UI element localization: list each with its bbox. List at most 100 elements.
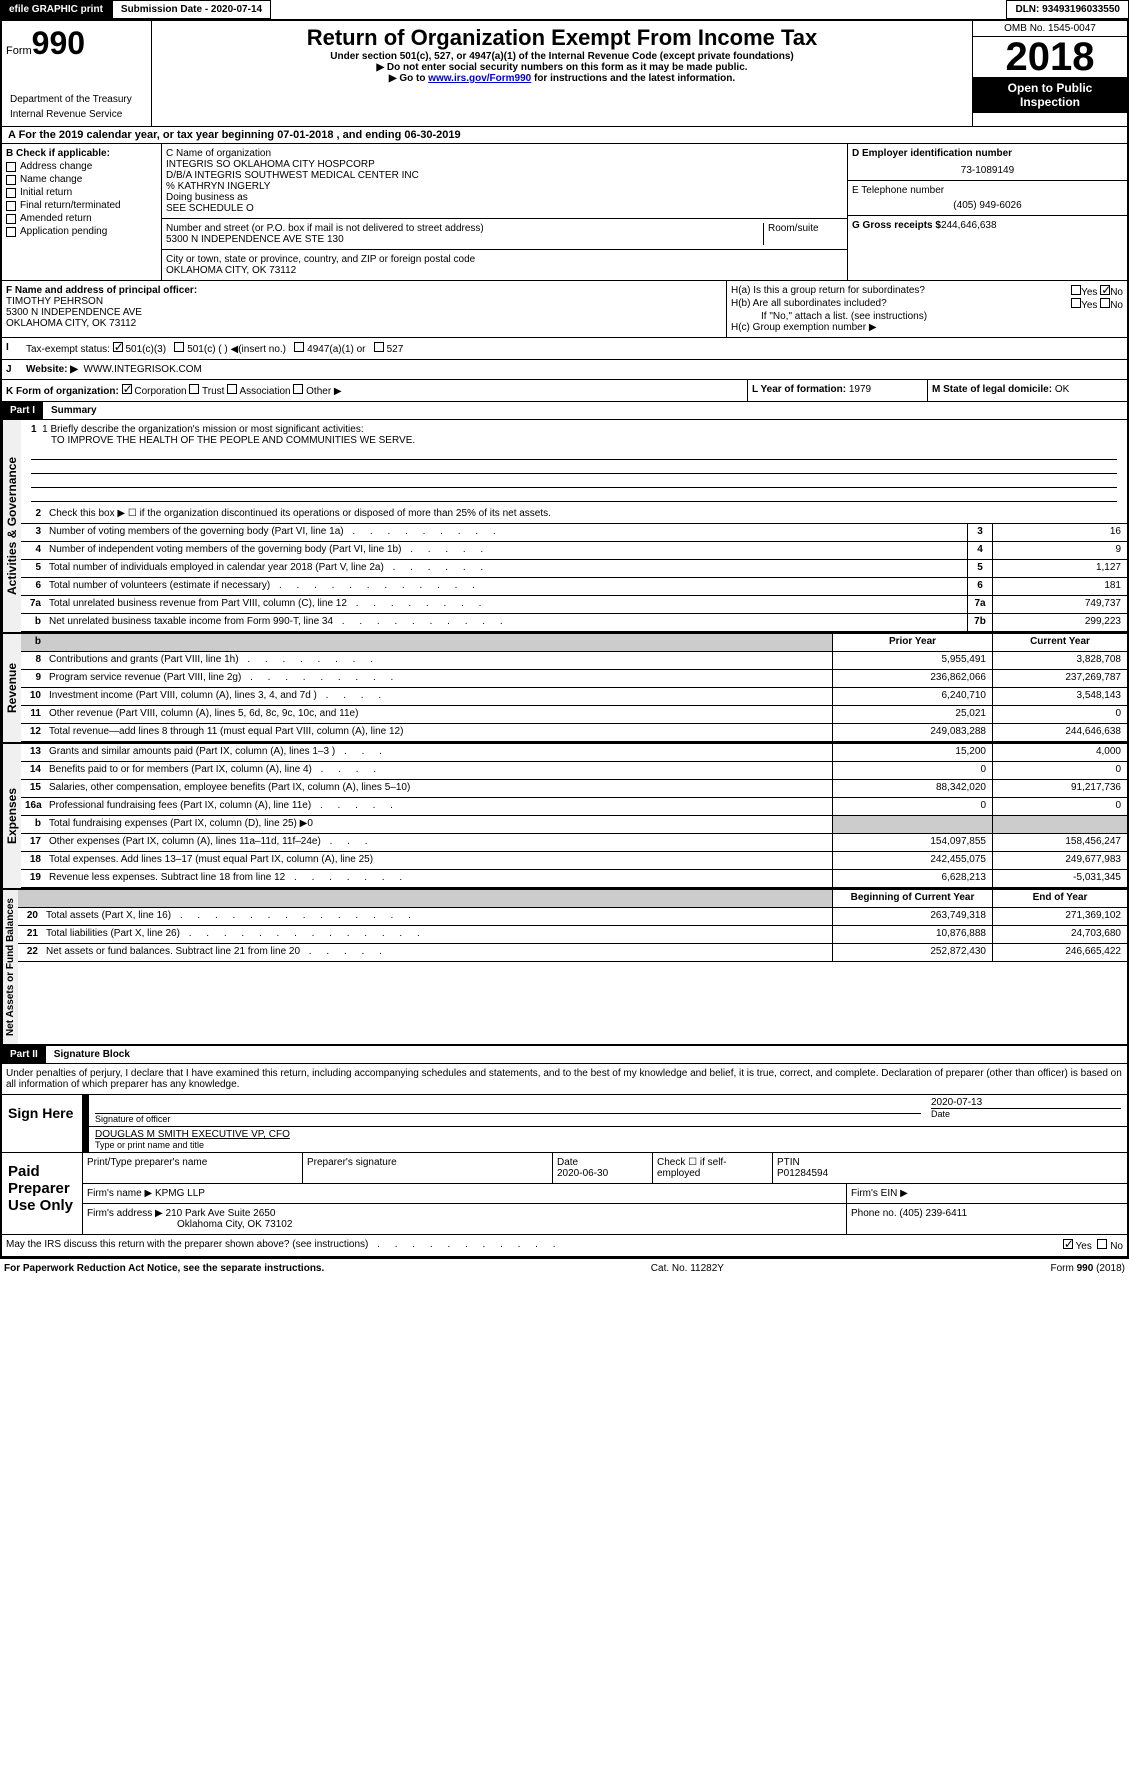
chk-4947[interactable] — [294, 342, 304, 352]
mission-text: TO IMPROVE THE HEALTH OF THE PEOPLE AND … — [31, 435, 1117, 446]
addr-label: Number and street (or P.O. box if mail i… — [166, 223, 763, 234]
line-17: Other expenses (Part IX, column (A), lin… — [45, 834, 832, 851]
chk-amended[interactable]: Amended return — [6, 213, 157, 224]
gov-label: Activities & Governance — [2, 420, 21, 632]
chk-corp[interactable] — [122, 384, 132, 394]
line-4: Number of independent voting members of … — [45, 542, 967, 559]
header-bar: efile GRAPHIC print Submission Date - 20… — [0, 0, 1129, 19]
dept-irs: Internal Revenue Service — [6, 107, 147, 122]
ha-yesno[interactable]: Yes No — [1071, 285, 1123, 298]
cat-no: Cat. No. 11282Y — [651, 1263, 724, 1274]
line-22: Net assets or fund balances. Subtract li… — [42, 944, 832, 961]
chk-501c3[interactable] — [113, 342, 123, 352]
addr: 5300 N INDEPENDENCE AVE STE 130 — [166, 234, 763, 245]
mission-label: 1 1 Briefly describe the organization's … — [31, 424, 1117, 435]
line-16a: Professional fundraising fees (Part IX, … — [45, 798, 832, 815]
chk-assoc[interactable] — [227, 384, 237, 394]
expenses-section: Expenses 13Grants and similar amounts pa… — [2, 744, 1127, 890]
hc-label: H(c) Group exemption number ▶ — [731, 322, 1123, 333]
end-year-hdr: End of Year — [992, 890, 1127, 907]
footer: For Paperwork Reduction Act Notice, see … — [0, 1259, 1129, 1278]
chk-name[interactable]: Name change — [6, 174, 157, 185]
line-21: Total liabilities (Part X, line 26) . . … — [42, 926, 832, 943]
title-row: Form990 Department of the Treasury Inter… — [2, 21, 1127, 127]
chk-trust[interactable] — [189, 384, 199, 394]
begin-year-hdr: Beginning of Current Year — [832, 890, 992, 907]
chk-address[interactable]: Address change — [6, 161, 157, 172]
f-label: F Name and address of principal officer: — [6, 285, 722, 296]
officer-printed: DOUGLAS M SMITH EXECUTIVE VP, CFO — [95, 1129, 1121, 1140]
revenue-section: Revenue bPrior YearCurrent Year 8Contrib… — [2, 634, 1127, 744]
main-title: Return of Organization Exempt From Incom… — [156, 25, 968, 51]
rev-label: Revenue — [2, 634, 21, 742]
submission-date: Submission Date - 2020-07-14 — [112, 0, 271, 19]
line-14: Benefits paid to or for members (Part IX… — [45, 762, 832, 779]
current-year-hdr: Current Year — [992, 634, 1127, 651]
paid-preparer: Paid Preparer Use Only Print/Type prepar… — [2, 1153, 1127, 1235]
line-12: Total revenue—add lines 8 through 11 (mu… — [45, 724, 832, 741]
org-name: INTEGRIS SO OKLAHOMA CITY HOSPCORP — [166, 159, 843, 170]
subtitle-3: ▶ Go to www.irs.gov/Form990 for instruct… — [156, 73, 968, 84]
officer-city: OKLAHOMA CITY, OK 73112 — [6, 318, 722, 329]
dln: DLN: 93493196033550 — [1006, 0, 1129, 19]
perjury-text: Under penalties of perjury, I declare th… — [2, 1064, 1127, 1095]
line-7b: Net unrelated business taxable income fr… — [45, 614, 967, 631]
line-a: A For the 2019 calendar year, or tax yea… — [2, 127, 1127, 144]
chk-other[interactable] — [293, 384, 303, 394]
tax-year: 2018 — [973, 37, 1127, 77]
ha-label: H(a) Is this a group return for subordin… — [731, 285, 925, 298]
subtitle-2: ▶ Do not enter social security numbers o… — [156, 62, 968, 73]
dba-val: SEE SCHEDULE O — [166, 203, 843, 214]
chk-pending[interactable]: Application pending — [6, 226, 157, 237]
line-9: Program service revenue (Part VIII, line… — [45, 670, 832, 687]
line-20: Total assets (Part X, line 16) . . . . .… — [42, 908, 832, 925]
line-6: Total number of volunteers (estimate if … — [45, 578, 967, 595]
section-b-to-g: B Check if applicable: Address change Na… — [2, 144, 1127, 281]
c-label: C Name of organization — [166, 148, 843, 159]
line-16b: Total fundraising expenses (Part IX, col… — [45, 816, 832, 833]
chk-501c[interactable] — [174, 342, 184, 352]
dept-treasury: Department of the Treasury — [6, 92, 147, 107]
line-10: Investment income (Part VIII, column (A)… — [45, 688, 832, 705]
line-8: Contributions and grants (Part VIII, lin… — [45, 652, 832, 669]
e-label: E Telephone number — [852, 185, 1123, 196]
hb-yesno[interactable]: Yes No — [1071, 298, 1123, 311]
sig-date: 2020-07-13 — [931, 1097, 1121, 1108]
sig-officer-label: Signature of officer — [95, 1113, 921, 1124]
section-k-l-m: K Form of organization: Corporation Trus… — [2, 380, 1127, 402]
net-label: Net Assets or Fund Balances — [2, 890, 18, 1044]
governance-section: Activities & Governance 1 1 Briefly desc… — [2, 420, 1127, 634]
paperwork-notice: For Paperwork Reduction Act Notice, see … — [4, 1263, 324, 1274]
org-dba: D/B/A INTEGRIS SOUTHWEST MEDICAL CENTER … — [166, 170, 843, 181]
line-11: Other revenue (Part VIII, column (A), li… — [45, 706, 832, 723]
netassets-section: Net Assets or Fund Balances Beginning of… — [2, 890, 1127, 1046]
officer-addr: 5300 N INDEPENDENCE AVE — [6, 307, 722, 318]
org-care: % KATHRYN INGERLY — [166, 181, 843, 192]
g-receipts: G Gross receipts $244,646,638 — [848, 216, 1127, 235]
dba-label: Doing business as — [166, 192, 843, 203]
prior-year-hdr: Prior Year — [832, 634, 992, 651]
city-label: City or town, state or province, country… — [166, 254, 843, 265]
sig-date-label: Date — [931, 1108, 1121, 1119]
irs-link[interactable]: www.irs.gov/Form990 — [428, 73, 531, 84]
discuss-row: May the IRS discuss this return with the… — [2, 1235, 1127, 1257]
hb-label: H(b) Are all subordinates included? — [731, 298, 887, 311]
chk-527[interactable] — [374, 342, 384, 352]
officer-name: TIMOTHY PEHRSON — [6, 296, 722, 307]
exp-label: Expenses — [2, 744, 21, 888]
chk-initial[interactable]: Initial return — [6, 187, 157, 198]
line-19: Revenue less expenses. Subtract line 18 … — [45, 870, 832, 887]
line-5: Total number of individuals employed in … — [45, 560, 967, 577]
efile-btn[interactable]: efile GRAPHIC print — [0, 0, 112, 19]
line-13: Grants and similar amounts paid (Part IX… — [45, 744, 832, 761]
ein: 73-1089149 — [852, 159, 1123, 176]
section-i: I Tax-exempt status: 501(c)(3) 501(c) ( … — [2, 338, 1127, 360]
part2-header: Part II Signature Block — [2, 1046, 1127, 1064]
chk-final[interactable]: Final return/terminated — [6, 200, 157, 211]
b-label: B Check if applicable: — [6, 148, 157, 159]
sign-here: Sign Here Signature of officer 2020-07-1… — [2, 1095, 1127, 1153]
discuss-yesno[interactable]: Yes No — [1063, 1239, 1123, 1252]
subtitle-1: Under section 501(c), 527, or 4947(a)(1)… — [156, 51, 968, 62]
city: OKLAHOMA CITY, OK 73112 — [166, 265, 843, 276]
name-label: Type or print name and title — [95, 1140, 1121, 1150]
